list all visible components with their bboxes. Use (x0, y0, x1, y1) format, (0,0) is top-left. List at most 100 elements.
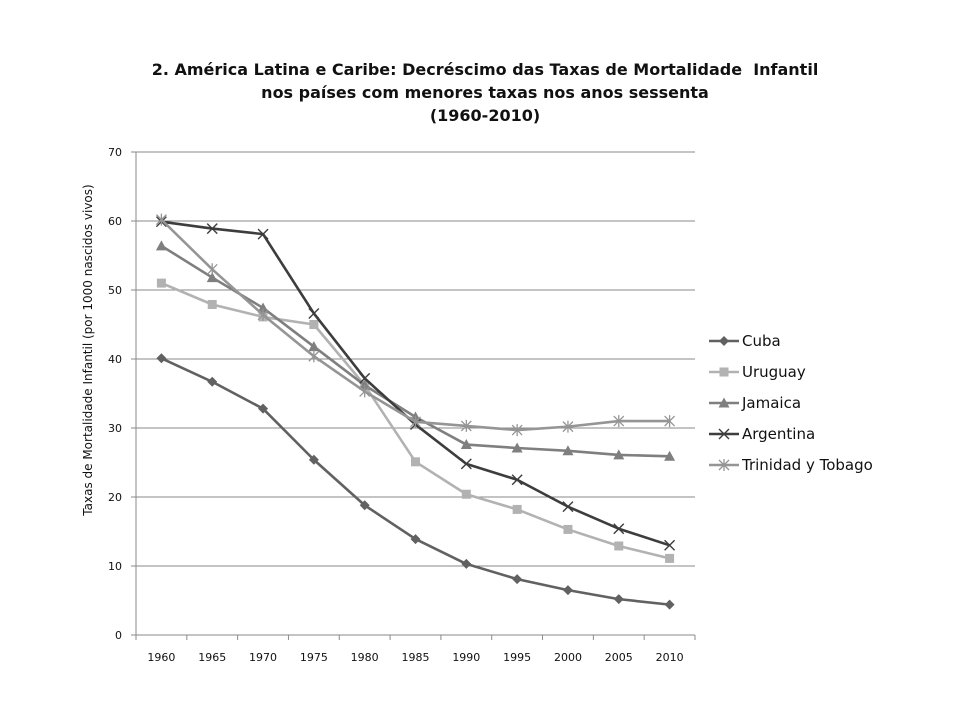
data-point-cuba (562, 585, 573, 596)
x-tick-label: 1970 (249, 651, 277, 664)
legend-marker (718, 428, 730, 440)
data-point-jamaica (155, 240, 167, 251)
legend-label: Cuba (742, 332, 781, 351)
series-line-trinidad-y-tobago (160, 218, 670, 432)
y-tick-label: 10 (108, 560, 122, 573)
data-point-uruguay (665, 553, 675, 563)
x-tick-label: 1965 (198, 651, 226, 664)
data-point-jamaica (613, 449, 625, 460)
data-point-cuba (207, 376, 218, 387)
data-point-cuba (359, 500, 370, 511)
legend-swatch-argentina (709, 428, 739, 440)
x-tick-label: 2000 (554, 651, 582, 664)
y-tick-label: 40 (108, 353, 122, 366)
y-axis-label: Taxas de Mortalidade Infantil (por 1000 … (81, 184, 95, 516)
data-point-argentina (511, 474, 523, 486)
legend-item-uruguay: Uruguay (708, 357, 948, 388)
data-point-trinidad-y-tobago (613, 415, 625, 428)
legend-item-trinidad-y-tobago: Trinidad y Tobago (708, 449, 948, 480)
legend-item-cuba: Cuba (708, 326, 948, 357)
data-point-uruguay (207, 299, 217, 309)
data-point-trinidad-y-tobago (359, 385, 371, 398)
data-point-cuba (258, 403, 269, 414)
data-point-cuba (156, 353, 167, 364)
data-point-jamaica (359, 379, 371, 390)
legend: Cuba Uruguay Jamaica Argentina Trinidad y To… (708, 326, 948, 480)
legend-marker (718, 458, 730, 471)
x-tick-label: 1990 (452, 651, 480, 664)
x-tick-label: 1985 (402, 651, 430, 664)
data-point-uruguay (461, 489, 471, 499)
data-point-trinidad-y-tobago (308, 350, 320, 363)
series-line-cuba (160, 357, 670, 606)
data-point-cuba (461, 558, 472, 569)
data-point-trinidad-y-tobago (206, 263, 218, 276)
legend-swatch-trinidad-y-tobago (709, 458, 739, 471)
data-point-cuba (664, 599, 675, 610)
data-point-argentina (308, 307, 320, 319)
y-tick-label: 30 (108, 422, 122, 435)
data-point-jamaica (308, 341, 320, 352)
x-tick-label: 1975 (300, 651, 328, 664)
x-tick-label: 2005 (605, 651, 633, 664)
legend-item-argentina: Argentina (708, 418, 948, 449)
data-point-trinidad-y-tobago (664, 415, 676, 428)
legend-swatch-uruguay (709, 367, 739, 377)
data-point-uruguay (156, 278, 166, 288)
x-tick-label: 1995 (503, 651, 531, 664)
legend-marker (718, 397, 730, 408)
legend-swatch-cuba (709, 336, 739, 347)
data-point-cuba (512, 574, 523, 585)
data-point-trinidad-y-tobago (562, 420, 574, 433)
data-point-uruguay (411, 457, 420, 467)
gridlines (136, 151, 695, 567)
axes: 0 10 20 30 40 50 60 70 1960 1965 1970 1975 1980 1985 1… (108, 146, 696, 664)
data-point-argentina (562, 501, 574, 513)
data-point-trinidad-y-tobago (410, 415, 421, 428)
data-point-jamaica (206, 272, 218, 283)
series-cuba (156, 353, 675, 610)
data-point-argentina (359, 372, 371, 384)
data-point-argentina (257, 228, 269, 240)
legend-marker (719, 336, 729, 347)
chart-title: 2. América Latina e Caribe: Decréscimo d… (0, 58, 960, 127)
x-tick-label: 2010 (656, 651, 684, 664)
legend-marker (719, 367, 729, 377)
data-point-argentina (613, 523, 625, 535)
data-point-jamaica (511, 442, 523, 453)
legend-label: Argentina (742, 424, 816, 443)
legend-label: Uruguay (742, 363, 806, 382)
y-tick-label: 20 (108, 491, 122, 504)
y-tick-label: 60 (108, 215, 122, 228)
y-tick-label: 70 (108, 146, 122, 159)
series-lines (155, 213, 676, 610)
legend-label: Jamaica (742, 393, 802, 412)
data-point-jamaica (257, 302, 269, 313)
data-point-trinidad-y-tobago (460, 419, 472, 432)
legend-item-jamaica: Jamaica (708, 388, 948, 419)
data-point-uruguay (512, 504, 522, 514)
data-point-uruguay (563, 524, 573, 534)
data-point-cuba (613, 594, 624, 605)
data-point-trinidad-y-tobago (257, 308, 269, 321)
x-tick-label: 1980 (351, 651, 379, 664)
series-argentina (155, 216, 676, 551)
data-point-cuba (410, 534, 421, 545)
data-point-trinidad-y-tobago (511, 424, 523, 437)
chart-title-line-3: (1960-2010) (429, 106, 541, 125)
data-point-jamaica (562, 445, 574, 456)
data-point-jamaica (664, 450, 676, 461)
data-point-jamaica (460, 439, 472, 450)
legend-swatch-jamaica (709, 397, 739, 408)
data-point-argentina (460, 458, 472, 470)
legend-label: Trinidad y Tobago (742, 455, 873, 474)
y-tick-label: 0 (115, 629, 122, 642)
x-tick-label: 1960 (147, 651, 175, 664)
chart-title-line-1: 2. América Latina e Caribe: Decréscimo d… (151, 60, 819, 79)
series-trinidad-y-tobago (155, 213, 676, 437)
data-point-trinidad-y-tobago (155, 213, 167, 226)
data-point-uruguay (614, 541, 624, 551)
data-point-uruguay (309, 320, 319, 329)
chart-title-line-2: nos países com menores taxas nos anos se… (261, 83, 709, 102)
